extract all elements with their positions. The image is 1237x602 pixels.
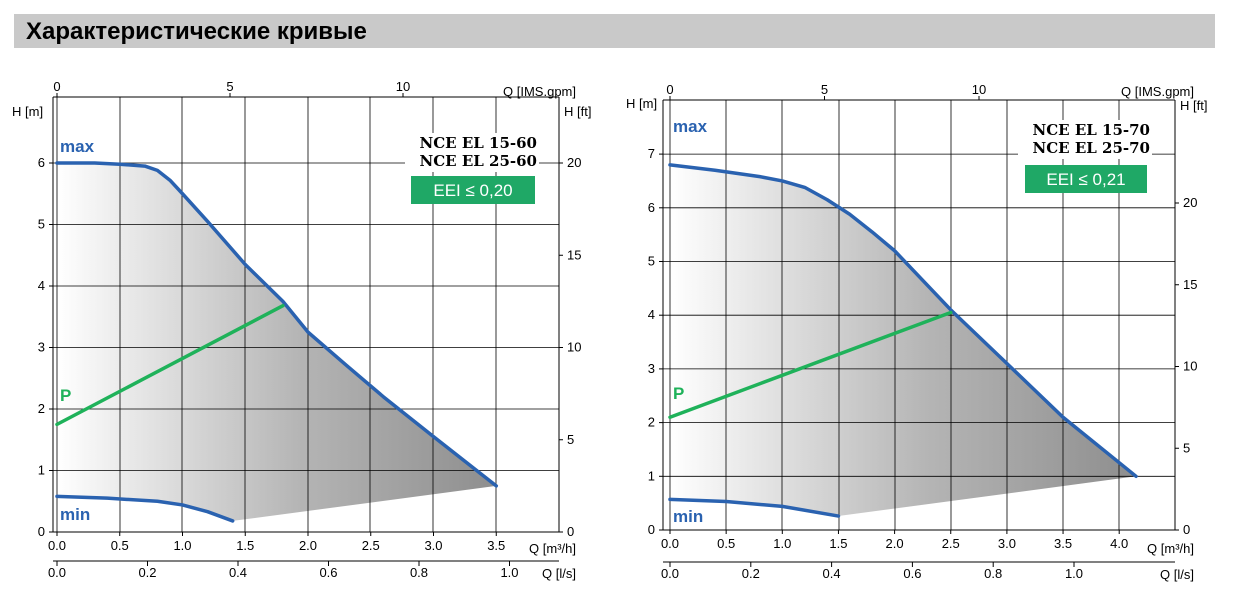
x-axis-label: Q [m³/h] — [529, 541, 576, 556]
top-tick-label: 5 — [821, 82, 828, 97]
right-tick-label: 10 — [1183, 359, 1197, 374]
model-label-1: NCE EL 15-70 — [1033, 121, 1150, 139]
right-tick-label: 15 — [1183, 277, 1197, 292]
y-tick-label: 2 — [648, 415, 655, 430]
x-tick-label: 1.0 — [173, 538, 191, 553]
right-tick-label: 5 — [567, 432, 574, 447]
x-tick-label: 3.0 — [998, 536, 1016, 551]
y-tick-label: 3 — [648, 361, 655, 376]
y-tick-label: 6 — [38, 155, 45, 170]
series-min-label: min — [60, 505, 90, 524]
ls-tick-label: 1.0 — [1065, 566, 1083, 581]
model-label-bg — [1018, 120, 1152, 159]
y-tick-label: 6 — [648, 200, 655, 215]
ls-tick-label: 0.4 — [229, 565, 247, 580]
series-p-label: P — [60, 386, 71, 405]
y-tick-label: 4 — [38, 278, 45, 293]
y-tick-label: 7 — [648, 146, 655, 161]
eei-badge-label: EEI ≤ 0,20 — [433, 181, 512, 200]
y-axis-label: H [m] — [626, 96, 657, 111]
right-tick-label: 5 — [1183, 440, 1190, 455]
top-tick-label: 5 — [226, 79, 233, 94]
model-label-bg — [405, 133, 539, 172]
x-tick-label: 1.0 — [773, 536, 791, 551]
x-tick-label: 1.5 — [236, 538, 254, 553]
x-tick-label: 3.5 — [1054, 536, 1072, 551]
y-axis-label-right: H [ft] — [564, 104, 591, 119]
x-tick-label: 2.5 — [942, 536, 960, 551]
top-tick-label: 0 — [53, 79, 60, 94]
y-tick-label: 3 — [38, 340, 45, 355]
header-bar: Характеристические кривые — [14, 14, 1215, 48]
x-tick-label: 2.0 — [886, 536, 904, 551]
top-tick-label: 0 — [666, 82, 673, 97]
shaded-operating-area — [670, 164, 1137, 517]
series-min-label: min — [673, 507, 703, 526]
x-tick-label: 2.5 — [362, 538, 380, 553]
right-tick-label: 15 — [567, 247, 581, 262]
y-tick-label: 2 — [38, 401, 45, 416]
x-tick-label: 1.5 — [829, 536, 847, 551]
ls-tick-label: 0.2 — [138, 565, 156, 580]
x-tick-label: 0.5 — [111, 538, 129, 553]
model-label-2: NCE EL 25-60 — [420, 152, 537, 170]
y-axis-label-right: H [ft] — [1180, 98, 1207, 113]
ls-tick-label: 0.6 — [903, 566, 921, 581]
series-min-line — [55, 494, 235, 523]
y-tick-label: 4 — [648, 307, 655, 322]
series-p-line — [55, 303, 285, 427]
x-tick-label: 0.5 — [717, 536, 735, 551]
ls-tick-label: 0.0 — [661, 566, 679, 581]
ls-tick-label: 0.8 — [410, 565, 428, 580]
eei-badge — [1025, 165, 1147, 193]
top-tick-label: 10 — [972, 82, 986, 97]
eei-badge-label: EEI ≤ 0,21 — [1046, 170, 1125, 189]
x-tick-label: 4.0 — [1110, 536, 1128, 551]
eei-badge — [411, 176, 535, 204]
top-tick-label: 10 — [396, 79, 410, 94]
y-axis-label: H [m] — [12, 104, 43, 119]
x-tick-label: 2.0 — [299, 538, 317, 553]
x-tick-label: 3.0 — [424, 538, 442, 553]
bottom-axis-label: Q [l/s] — [1160, 567, 1194, 582]
series-max-line — [668, 163, 1138, 479]
x-tick-label: 3.5 — [487, 538, 505, 553]
bottom-axis-label: Q [l/s] — [542, 566, 576, 581]
y-tick-label: 5 — [648, 254, 655, 269]
series-max-line — [55, 161, 498, 488]
page-title: Характеристические кривые — [26, 18, 367, 45]
y-tick-label: 1 — [648, 468, 655, 483]
y-tick-label: 1 — [38, 463, 45, 478]
right-tick-label: 20 — [567, 155, 581, 170]
ls-tick-label: 0.6 — [319, 565, 337, 580]
ls-tick-label: 0.4 — [823, 566, 841, 581]
right-tick-label: 20 — [1183, 195, 1197, 210]
x-axis-label: Q [m³/h] — [1147, 541, 1194, 556]
ls-tick-label: 1.0 — [500, 565, 518, 580]
y-tick-label: 0 — [38, 524, 45, 539]
top-axis-label: Q [IMS.gpm] — [1121, 84, 1194, 99]
ls-tick-label: 0.8 — [984, 566, 1002, 581]
series-max-label: max — [60, 137, 95, 156]
series-min-line — [668, 497, 841, 518]
right-tick-label: 0 — [567, 524, 574, 539]
top-axis-label: Q [IMS.gpm] — [503, 84, 576, 99]
x-tick-label: 0.0 — [661, 536, 679, 551]
chart-left: 0 1 2 3 4 5 6 0 5 10 15 20 0.0 0.5 1.0 1.5 2.0 2.5 3.0 3.5 0… — [12, 79, 591, 581]
ls-tick-label: 0.2 — [742, 566, 760, 581]
y-tick-label: 5 — [38, 217, 45, 232]
shaded-operating-area — [57, 163, 497, 521]
series-p-line — [668, 310, 953, 419]
series-max-label: max — [673, 117, 708, 136]
model-label-1: NCE EL 15-60 — [420, 134, 537, 152]
x-tick-label: 0.0 — [48, 538, 66, 553]
ls-tick-label: 0.0 — [48, 565, 66, 580]
right-tick-label: 0 — [1183, 522, 1190, 537]
series-p-label: P — [673, 384, 684, 403]
right-tick-label: 10 — [567, 340, 581, 355]
y-tick-label: 0 — [648, 522, 655, 537]
model-label-2: NCE EL 25-70 — [1033, 139, 1150, 157]
